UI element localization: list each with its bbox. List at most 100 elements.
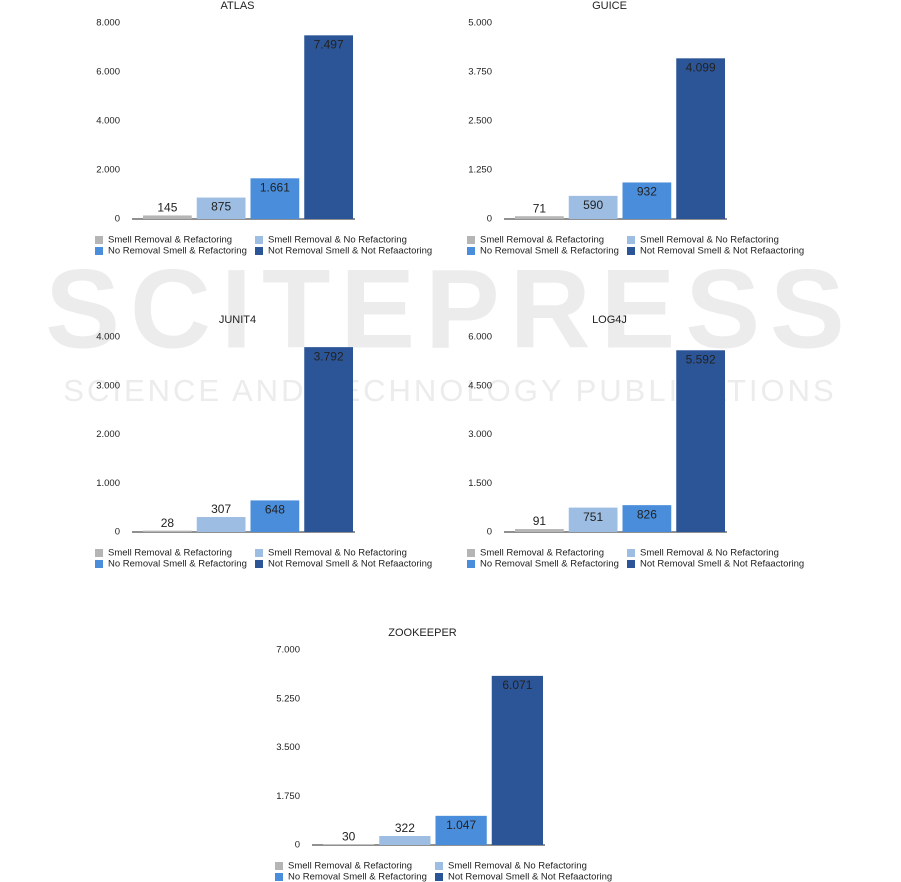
legend-label: Not Removal Smell & Not Refaactoring — [268, 559, 432, 570]
data-label: 1.047 — [446, 818, 476, 832]
legend-swatch — [255, 247, 263, 255]
legend-label: Smell Removal & No Refactoring — [640, 548, 779, 559]
y-tick-label: 0 — [295, 840, 300, 851]
y-tick-label: 3.000 — [468, 429, 492, 440]
legend-label: No Removal Smell & Refactoring — [480, 559, 619, 570]
y-tick-label: 5.250 — [276, 693, 300, 704]
legend-label: Smell Removal & Refactoring — [480, 235, 604, 246]
legend-label: Smell Removal & No Refactoring — [268, 235, 407, 246]
legend-swatch — [95, 549, 103, 557]
y-tick-label: 2.000 — [96, 429, 120, 440]
data-label: 648 — [265, 503, 285, 517]
bar — [196, 197, 246, 219]
legend-label: Smell Removal & No Refactoring — [448, 861, 587, 872]
legend-label: Not Removal Smell & Not Refaactoring — [448, 872, 612, 882]
legend-label: Smell Removal & Refactoring — [480, 548, 604, 559]
y-tick-label: 7.000 — [276, 645, 300, 656]
bar — [622, 505, 672, 532]
y-tick-label: 1.500 — [468, 478, 492, 489]
legend-label: Not Removal Smell & Not Refaactoring — [268, 246, 432, 257]
chart-title: JUNIT4 — [219, 314, 256, 326]
y-tick-label: 8.000 — [96, 18, 120, 29]
legend-label: Not Removal Smell & Not Refaactoring — [640, 559, 804, 570]
legend-swatch — [627, 236, 635, 244]
bar — [304, 347, 353, 532]
legend-swatch — [95, 560, 103, 568]
legend-label: Smell Removal & No Refactoring — [268, 548, 407, 559]
y-tick-label: 1.750 — [276, 791, 300, 802]
y-tick-label: 4.500 — [468, 380, 492, 391]
bar — [323, 844, 375, 845]
bar — [568, 195, 618, 219]
legend-swatch — [255, 549, 263, 557]
y-tick-label: 2.000 — [96, 165, 120, 176]
bar — [304, 35, 353, 219]
y-tick-label: 5.000 — [468, 18, 492, 29]
y-tick-label: 4.000 — [96, 116, 120, 127]
data-label: 932 — [637, 185, 657, 199]
chart-title: LOG4J — [592, 314, 627, 326]
y-tick-label: 1.250 — [468, 165, 492, 176]
legend-swatch — [467, 247, 475, 255]
data-label: 6.071 — [502, 678, 532, 692]
data-label: 590 — [583, 198, 603, 212]
y-tick-label: 3.500 — [276, 742, 300, 753]
bar — [491, 675, 543, 845]
bar — [250, 178, 300, 219]
legend-swatch — [627, 247, 635, 255]
legend-swatch — [275, 862, 283, 870]
bar — [568, 507, 618, 532]
legend-label: Smell Removal & Refactoring — [108, 548, 232, 559]
legend-swatch — [435, 873, 443, 881]
y-tick-label: 0 — [115, 527, 120, 538]
data-label: 875 — [211, 200, 231, 214]
y-tick-label: 2.500 — [468, 116, 492, 127]
bar — [515, 529, 564, 532]
data-label: 322 — [395, 821, 415, 835]
bar — [379, 836, 431, 845]
legend-label: No Removal Smell & Refactoring — [288, 872, 427, 882]
bar — [622, 182, 672, 219]
data-label: 307 — [211, 502, 231, 516]
bar — [676, 350, 725, 532]
chart-title: ZOOKEEPER — [388, 627, 457, 639]
legend-label: No Removal Smell & Refactoring — [108, 559, 247, 570]
bar — [250, 500, 300, 532]
legend-label: No Removal Smell & Refactoring — [108, 246, 247, 257]
legend-label: No Removal Smell & Refactoring — [480, 246, 619, 257]
legend-label: Not Removal Smell & Not Refaactoring — [640, 246, 804, 257]
y-tick-label: 6.000 — [468, 332, 492, 343]
legend-swatch — [627, 560, 635, 568]
bar — [143, 215, 192, 219]
data-label: 30 — [342, 829, 356, 843]
y-tick-label: 3.000 — [96, 380, 120, 391]
legend-swatch — [467, 549, 475, 557]
data-label: 7.497 — [314, 37, 344, 51]
bar — [515, 216, 564, 219]
y-tick-label: 4.000 — [96, 332, 120, 343]
bar — [676, 58, 725, 219]
legend-label: Smell Removal & Refactoring — [288, 861, 412, 872]
chart-title: GUICE — [592, 0, 627, 12]
y-tick-label: 0 — [487, 214, 492, 225]
data-label: 1.661 — [260, 180, 290, 194]
data-label: 751 — [583, 510, 603, 524]
y-tick-label: 3.750 — [468, 67, 492, 78]
legend-swatch — [95, 236, 103, 244]
data-label: 3.792 — [314, 349, 344, 363]
legend-swatch — [95, 247, 103, 255]
bar — [435, 815, 487, 845]
legend-swatch — [467, 560, 475, 568]
legend-swatch — [627, 549, 635, 557]
data-label: 28 — [161, 516, 175, 530]
y-tick-label: 1.000 — [96, 478, 120, 489]
data-label: 71 — [533, 201, 547, 215]
data-label: 4.099 — [686, 60, 716, 74]
data-label: 91 — [533, 514, 547, 528]
legend-swatch — [275, 873, 283, 881]
legend-swatch — [435, 862, 443, 870]
y-tick-label: 6.000 — [96, 67, 120, 78]
data-label: 826 — [637, 507, 657, 521]
bar — [143, 530, 192, 532]
data-label: 5.592 — [686, 352, 716, 366]
